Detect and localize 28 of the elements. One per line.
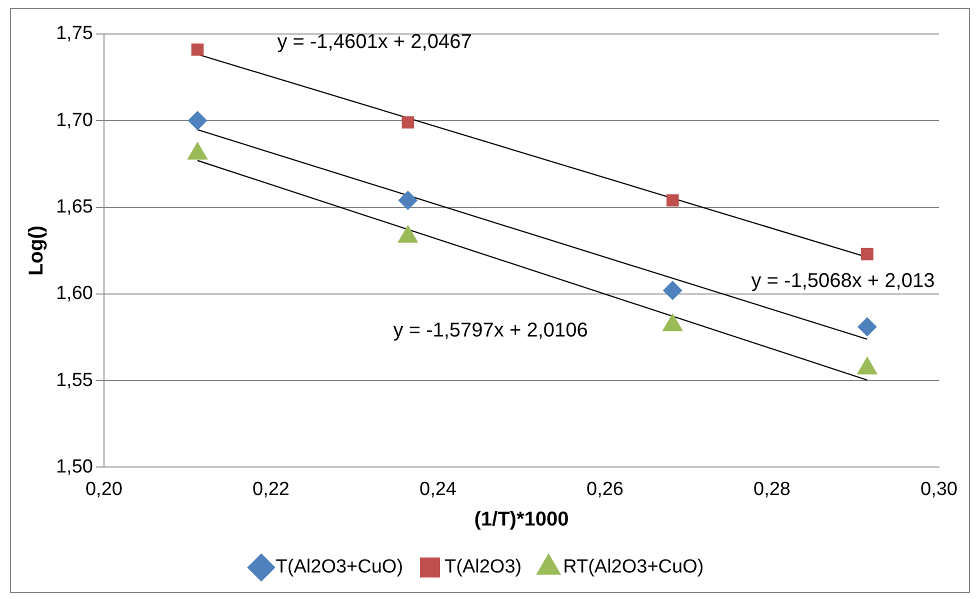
point: [191, 43, 204, 56]
x-tick-label: 0,20: [85, 478, 122, 500]
legend-label: RT(Al2O3+CuO): [563, 556, 704, 578]
point: [861, 248, 874, 260]
y-tick-label: 1,60: [56, 283, 93, 304]
x-axis-title: (1/T)*1000: [474, 508, 569, 531]
legend-label: T(Al2O3): [444, 556, 522, 578]
x-tick-label: 0,24: [419, 478, 457, 500]
y-tick-label: 1,65: [56, 196, 93, 218]
y-axis-title: Log(): [26, 226, 48, 276]
y-tick-label: 1,75: [56, 23, 93, 44]
annotation: y = -1,4601x + 2,0467: [277, 31, 472, 54]
x-tick-label: 0,22: [252, 478, 290, 500]
point: [402, 116, 414, 129]
x-tick-label: 0,28: [754, 478, 790, 500]
x-tick-label: 0,30: [920, 478, 958, 500]
annotation: y = -1,5797x + 2,0106: [393, 319, 588, 342]
x-tick-label: 0,26: [586, 478, 624, 500]
y-tick-label: 1,55: [56, 370, 93, 391]
point: [663, 280, 682, 300]
point: [398, 190, 418, 210]
legend-label: T(Al2O3+CuO): [276, 556, 404, 578]
annotation: y = -1,5068x + 2,013: [751, 270, 935, 292]
y-tick-label: 1,50: [56, 456, 93, 478]
point: [188, 111, 207, 130]
point: [858, 317, 877, 336]
point: [666, 194, 679, 207]
y-tick-label: 1,70: [56, 110, 93, 131]
